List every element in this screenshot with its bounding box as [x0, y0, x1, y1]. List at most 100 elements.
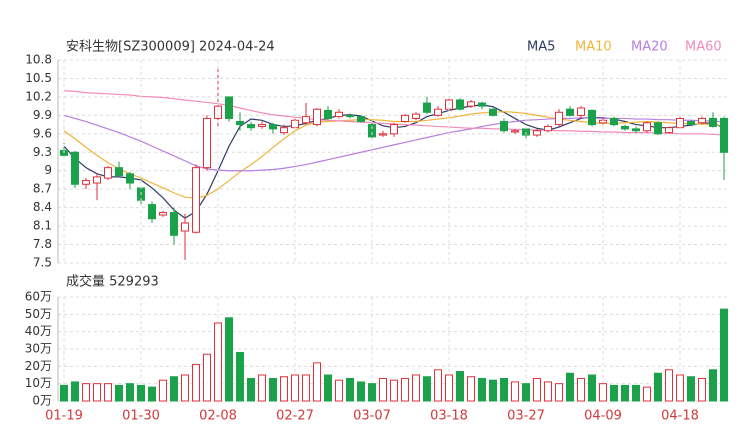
- y-tick-label: 8.1: [33, 219, 52, 233]
- x-tick-label: 01-30: [122, 409, 160, 424]
- legend-entry: MA60: [685, 40, 722, 55]
- candle-body: [390, 124, 398, 135]
- candle-body: [313, 108, 321, 126]
- volume-bar: [280, 376, 288, 402]
- candle-body: [170, 212, 178, 236]
- volume-bar: [588, 374, 596, 402]
- legend-entry: MA5: [527, 40, 555, 55]
- volume-bar: [104, 383, 112, 402]
- volume-bar: [236, 351, 244, 402]
- x-tick-label: 01-19: [45, 409, 83, 424]
- volume-bar: [269, 377, 277, 402]
- x-tick-label: 03-18: [430, 409, 468, 424]
- legend-entry: MA20: [631, 40, 668, 55]
- volume-bar: [665, 369, 673, 402]
- volume-bar: [577, 377, 585, 402]
- candle-body: [115, 167, 123, 177]
- volume-bar: [467, 376, 475, 402]
- y-tick-label: 9.9: [33, 108, 52, 122]
- volume-bar: [60, 384, 68, 402]
- candle-body: [489, 108, 497, 116]
- volume-bar: [148, 386, 156, 402]
- y-tick-label: 0万: [32, 394, 52, 408]
- candle-body: [82, 180, 90, 185]
- candle-body: [610, 117, 618, 126]
- volume-bar: [511, 381, 519, 402]
- x-tick-label: 02-08: [199, 409, 237, 424]
- candle-body: [687, 121, 695, 126]
- volume-bar: [500, 377, 508, 402]
- candle-body: [511, 130, 519, 133]
- candle-body: [335, 111, 343, 118]
- volume-bar: [324, 374, 332, 402]
- volume-bar: [522, 383, 530, 402]
- candle-body: [654, 122, 662, 135]
- volume-bar: [93, 383, 101, 402]
- y-tick-label: 9.6: [33, 126, 52, 140]
- candle-body: [621, 125, 629, 130]
- candle-body: [159, 212, 167, 216]
- candle-body: [104, 167, 112, 179]
- candle-body: [346, 114, 354, 118]
- volume-bar: [478, 377, 486, 402]
- y-tick-label: 8.4: [33, 200, 52, 214]
- candle-body: [478, 102, 486, 107]
- y-tick-label: 7.8: [33, 237, 52, 251]
- volume-bar: [709, 369, 717, 402]
- candle-body: [456, 99, 464, 110]
- candle-body: [533, 130, 541, 136]
- volume-bar: [181, 374, 189, 402]
- volume-bar: [302, 374, 310, 402]
- y-tick-label: 30万: [25, 342, 52, 356]
- volume-bar: [159, 379, 167, 402]
- volume-bar: [654, 372, 662, 402]
- candle-body: [566, 108, 574, 116]
- volume-bar: [720, 308, 728, 402]
- volume-bar: [401, 377, 409, 402]
- candle-body: [302, 116, 310, 124]
- candle-body: [225, 96, 233, 119]
- x-tick-label: 04-18: [661, 409, 699, 424]
- candle-body: [632, 128, 640, 132]
- volume-bar: [599, 383, 607, 402]
- y-tick-label: 10.5: [25, 71, 52, 85]
- volume-bar: [676, 374, 684, 402]
- candle-body: [148, 204, 156, 220]
- volume-bar: [423, 376, 431, 402]
- candle-body: [203, 117, 211, 169]
- candle-body: [401, 114, 409, 123]
- volume-bar: [335, 379, 343, 402]
- volume-bar: [225, 317, 233, 402]
- candle-body: [423, 102, 431, 113]
- candle-body: [555, 111, 563, 126]
- candle-body: [577, 107, 585, 116]
- candle-body: [467, 101, 475, 107]
- volume-bar: [632, 384, 640, 402]
- y-tick-label: 60万: [25, 290, 52, 304]
- volume-bar: [533, 377, 541, 402]
- x-tick-label: 03-07: [353, 409, 391, 424]
- volume-bar: [291, 374, 299, 402]
- candle-body: [368, 124, 376, 138]
- volume-bar: [566, 372, 574, 402]
- candle-body: [192, 167, 200, 233]
- y-tick-label: 40万: [25, 324, 52, 338]
- volume-bar: [610, 384, 618, 402]
- volume-bar: [390, 379, 398, 402]
- candle-body: [258, 124, 266, 127]
- volume-bar: [489, 379, 497, 402]
- x-tick-label: 04-09: [584, 409, 622, 424]
- volume-bar: [137, 384, 145, 402]
- volume-bar: [698, 377, 706, 402]
- chart-title: 安科生物[SZ300009] 2024-04-24: [66, 40, 275, 55]
- volume-bar: [203, 353, 211, 402]
- candle-body: [412, 113, 420, 119]
- volume-title: 成交量 529293: [66, 274, 159, 290]
- x-tick-label: 02-27: [276, 409, 314, 424]
- y-tick-label: 9.3: [33, 145, 52, 159]
- candle-body: [720, 117, 728, 153]
- candle-body: [500, 121, 508, 132]
- candle-body: [434, 108, 442, 116]
- candle-body: [588, 109, 596, 126]
- candle-body: [280, 127, 288, 134]
